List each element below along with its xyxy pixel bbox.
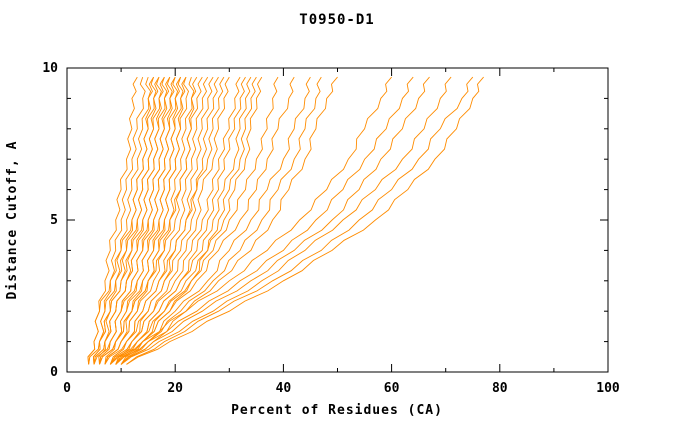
model-curve [126,76,474,365]
model-curve [99,76,173,365]
y-tick-label: 0 [50,365,58,380]
model-curve [120,76,430,365]
model-curve [115,76,252,365]
x-tick-label: 80 [492,381,508,396]
model-curve [109,76,225,365]
model-curve [115,76,295,365]
model-curve [99,76,179,365]
model-curve [120,76,257,365]
y-tick-label: 5 [50,213,58,228]
model-curve [120,76,322,365]
model-curve [104,76,190,365]
model-curve [120,76,338,365]
model-curve [115,76,311,365]
model-curve [104,76,184,365]
y-tick-label: 10 [42,61,58,76]
x-axis-label: Percent of Residues (CA) [231,403,443,418]
model-curve [115,76,414,365]
axes: 0 20 40 60 80 100 0 5 10 [42,61,620,396]
model-curve [88,76,162,365]
model-curve [104,76,203,365]
model-curve [120,76,452,365]
y-axis-label: Distance Cutoff, A [5,141,20,300]
chart-title: T0950-D1 [299,12,374,28]
model-curve [87,76,146,365]
x-tick-label: 20 [167,381,183,396]
model-curve [92,76,152,365]
series-lines [87,76,484,365]
model-curve [92,76,157,365]
model-curve [109,76,219,365]
x-tick-label: 0 [63,381,71,396]
x-tick-label: 40 [276,381,292,396]
model-curve [109,76,241,365]
x-tick-label: 60 [384,381,400,396]
model-curve [126,76,484,365]
x-tick-label: 100 [596,381,620,396]
model-curve [109,76,392,365]
model-curve [109,76,279,365]
